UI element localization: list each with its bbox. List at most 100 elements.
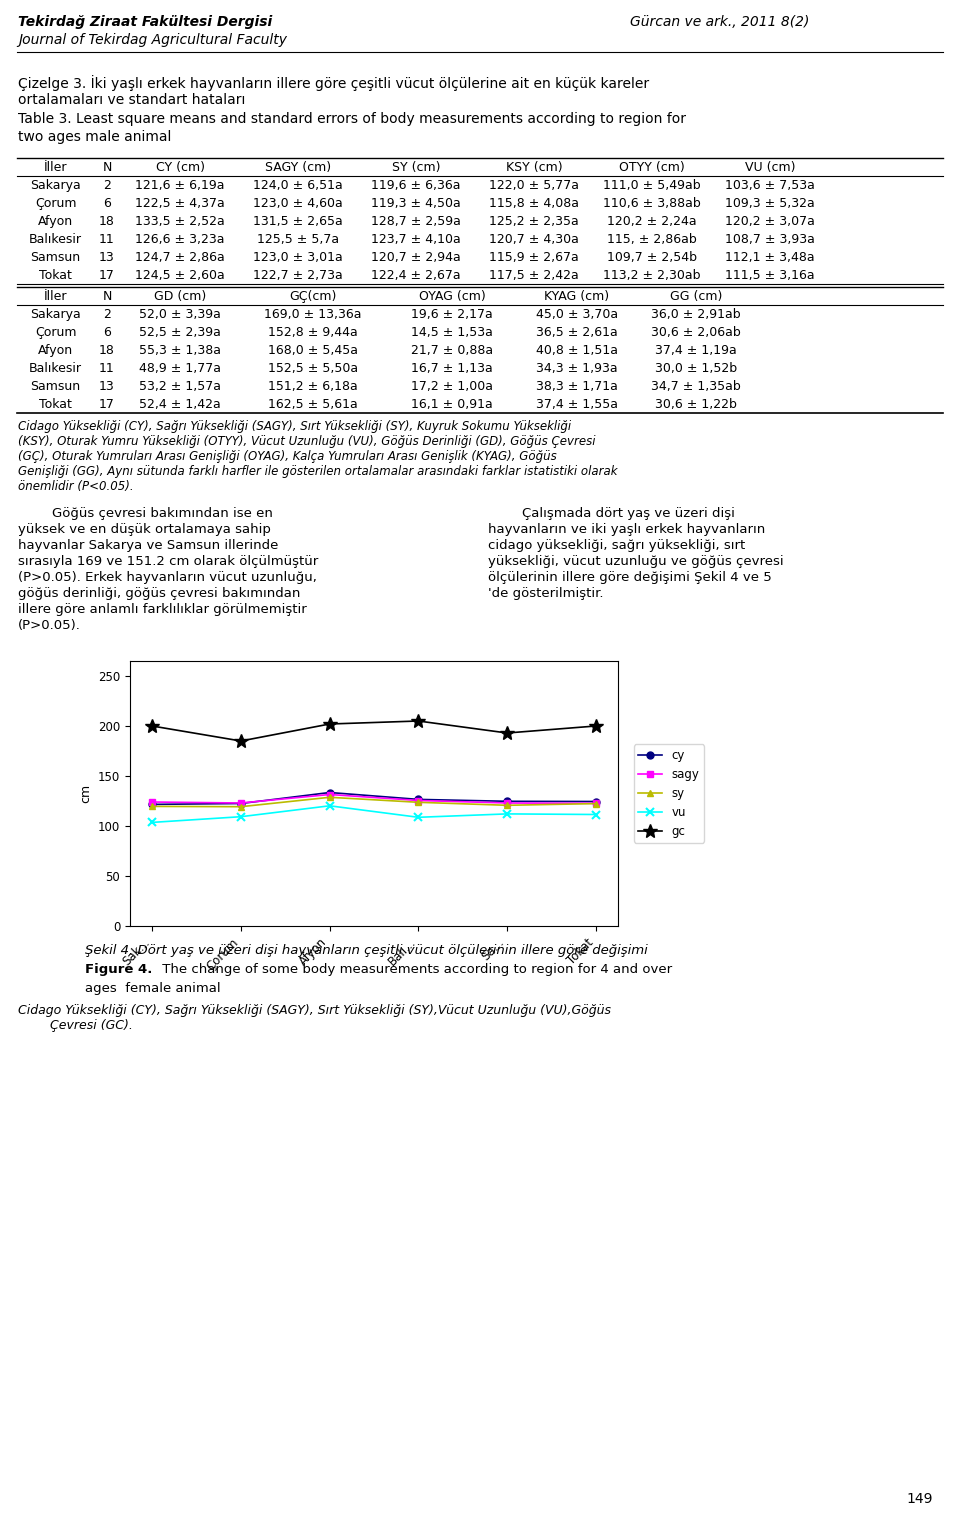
Line: gc: gc xyxy=(145,715,603,748)
Text: (P>0.05).: (P>0.05). xyxy=(18,619,81,633)
Text: 124,0 ± 6,51a: 124,0 ± 6,51a xyxy=(253,179,343,193)
Text: Çalışmada dört yaş ve üzeri dişi: Çalışmada dört yaş ve üzeri dişi xyxy=(488,507,734,520)
Text: 115,8 ± 4,08a: 115,8 ± 4,08a xyxy=(489,197,579,209)
Text: 152,5 ± 5,50a: 152,5 ± 5,50a xyxy=(268,363,358,375)
Text: ages  female animal: ages female animal xyxy=(85,981,221,995)
Text: 120,2 ± 2,24a: 120,2 ± 2,24a xyxy=(607,215,697,228)
Text: 122,4 ± 2,67a: 122,4 ± 2,67a xyxy=(372,269,461,282)
vu xyxy=(501,806,513,824)
Legend: cy, sagy, sy, vu, gc: cy, sagy, sy, vu, gc xyxy=(634,745,704,842)
Text: 34,7 ± 1,35ab: 34,7 ± 1,35ab xyxy=(651,379,741,393)
gc xyxy=(413,711,424,730)
Text: 113,2 ± 2,30ab: 113,2 ± 2,30ab xyxy=(603,269,701,282)
Text: 122,5 ± 4,37a: 122,5 ± 4,37a xyxy=(135,197,225,209)
Text: OYAG (cm): OYAG (cm) xyxy=(419,290,486,303)
Text: 131,5 ± 2,65a: 131,5 ± 2,65a xyxy=(253,215,343,228)
Text: 123,0 ± 4,60a: 123,0 ± 4,60a xyxy=(253,197,343,209)
Text: 119,3 ± 4,50a: 119,3 ± 4,50a xyxy=(372,197,461,209)
gc xyxy=(501,724,513,742)
vu xyxy=(590,806,602,824)
Text: 2: 2 xyxy=(103,308,111,322)
Text: yüksek ve en düşük ortalamaya sahip: yüksek ve en düşük ortalamaya sahip xyxy=(18,523,271,536)
Text: Tokat: Tokat xyxy=(39,397,72,411)
Text: 52,4 ± 1,42a: 52,4 ± 1,42a xyxy=(139,397,221,411)
Text: 6: 6 xyxy=(103,197,111,209)
Text: göğüs derinliği, göğüs çevresi bakımından: göğüs derinliği, göğüs çevresi bakımında… xyxy=(18,587,300,601)
cy xyxy=(590,792,602,810)
Text: Göğüs çevresi bakımından ise en: Göğüs çevresi bakımından ise en xyxy=(18,507,273,520)
gc xyxy=(590,718,602,736)
gc xyxy=(324,715,335,733)
Text: 13: 13 xyxy=(99,250,115,264)
Text: Balıkesir: Balıkesir xyxy=(29,234,82,246)
Text: KYAG (cm): KYAG (cm) xyxy=(544,290,610,303)
sy xyxy=(413,793,424,812)
Text: N: N xyxy=(103,161,111,174)
Text: 124,7 ± 2,86a: 124,7 ± 2,86a xyxy=(135,250,225,264)
gc xyxy=(235,731,247,749)
Text: 117,5 ± 2,42a: 117,5 ± 2,42a xyxy=(490,269,579,282)
Text: Figure 4.: Figure 4. xyxy=(85,963,153,975)
Text: Samsun: Samsun xyxy=(31,379,81,393)
Text: 112,1 ± 3,48a: 112,1 ± 3,48a xyxy=(725,250,815,264)
sagy xyxy=(235,793,247,812)
Text: 151,2 ± 6,18a: 151,2 ± 6,18a xyxy=(268,379,358,393)
Text: 17: 17 xyxy=(99,269,115,282)
Text: 13: 13 xyxy=(99,379,115,393)
Text: 34,3 ± 1,93a: 34,3 ± 1,93a xyxy=(537,363,618,375)
Text: 152,8 ± 9,44a: 152,8 ± 9,44a xyxy=(268,326,358,338)
Text: 52,0 ± 3,39a: 52,0 ± 3,39a xyxy=(139,308,221,322)
Text: Çorum: Çorum xyxy=(35,197,76,209)
Text: 21,7 ± 0,88a: 21,7 ± 0,88a xyxy=(411,344,493,356)
Text: (P>0.05). Erkek hayvanların vücut uzunluğu,: (P>0.05). Erkek hayvanların vücut uzunlu… xyxy=(18,570,317,584)
Text: 16,1 ± 0,91a: 16,1 ± 0,91a xyxy=(411,397,492,411)
Text: 125,5 ± 5,7a: 125,5 ± 5,7a xyxy=(257,234,339,246)
Text: 122,0 ± 5,77a: 122,0 ± 5,77a xyxy=(489,179,579,193)
Text: 103,6 ± 7,53a: 103,6 ± 7,53a xyxy=(725,179,815,193)
Text: Sakarya: Sakarya xyxy=(30,308,81,322)
Text: 123,7 ± 4,10a: 123,7 ± 4,10a xyxy=(372,234,461,246)
Text: cidago yüksekliği, sağrı yüksekliği, sırt: cidago yüksekliği, sağrı yüksekliği, sır… xyxy=(488,539,745,552)
Text: 48,9 ± 1,77a: 48,9 ± 1,77a xyxy=(139,363,221,375)
sagy xyxy=(501,793,513,812)
Text: 52,5 ± 2,39a: 52,5 ± 2,39a xyxy=(139,326,221,338)
Text: Çizelge 3. İki yaşlı erkek hayvanların illere göre çeşitli vücut ölçülerine ait : Çizelge 3. İki yaşlı erkek hayvanların i… xyxy=(18,74,649,91)
Text: Gürcan ve ark., 2011 8(2): Gürcan ve ark., 2011 8(2) xyxy=(630,15,809,29)
Text: 120,7 ± 2,94a: 120,7 ± 2,94a xyxy=(372,250,461,264)
Text: GD (cm): GD (cm) xyxy=(154,290,206,303)
Line: cy: cy xyxy=(149,789,599,809)
Text: 38,3 ± 1,71a: 38,3 ± 1,71a xyxy=(536,379,618,393)
Line: sagy: sagy xyxy=(149,790,599,807)
Text: 115, ± 2,86ab: 115, ± 2,86ab xyxy=(607,234,697,246)
cy xyxy=(324,783,335,801)
Line: sy: sy xyxy=(149,793,599,810)
Text: 14,5 ± 1,53a: 14,5 ± 1,53a xyxy=(411,326,492,338)
vu xyxy=(235,807,247,825)
Text: VU (cm): VU (cm) xyxy=(745,161,795,174)
Text: N: N xyxy=(103,290,111,303)
cy xyxy=(147,795,158,813)
Text: 45,0 ± 3,70a: 45,0 ± 3,70a xyxy=(536,308,618,322)
Text: 6: 6 xyxy=(103,326,111,338)
Text: 119,6 ± 6,36a: 119,6 ± 6,36a xyxy=(372,179,461,193)
Text: Cidago Yüksekliği (CY), Sağrı Yüksekliği (SAGY), Sırt Yüksekliği (SY),Vücut Uzun: Cidago Yüksekliği (CY), Sağrı Yüksekliği… xyxy=(18,1004,611,1016)
Text: Afyon: Afyon xyxy=(38,215,73,228)
Text: 115,9 ± 2,67a: 115,9 ± 2,67a xyxy=(490,250,579,264)
Text: 120,2 ± 3,07a: 120,2 ± 3,07a xyxy=(725,215,815,228)
gc xyxy=(147,718,158,736)
Text: 120,7 ± 4,30a: 120,7 ± 4,30a xyxy=(489,234,579,246)
Y-axis label: cm: cm xyxy=(80,784,92,802)
Text: hayvanların ve iki yaşlı erkek hayvanların: hayvanların ve iki yaşlı erkek hayvanlar… xyxy=(488,523,765,536)
Text: Journal of Tekirdag Agricultural Faculty: Journal of Tekirdag Agricultural Faculty xyxy=(18,33,287,47)
cy xyxy=(413,790,424,809)
Text: 128,7 ± 2,59a: 128,7 ± 2,59a xyxy=(372,215,461,228)
Text: 169,0 ± 13,36a: 169,0 ± 13,36a xyxy=(264,308,362,322)
Text: 11: 11 xyxy=(99,363,115,375)
Text: GG (cm): GG (cm) xyxy=(670,290,722,303)
Text: 18: 18 xyxy=(99,344,115,356)
Text: 168,0 ± 5,45a: 168,0 ± 5,45a xyxy=(268,344,358,356)
Text: Tokat: Tokat xyxy=(39,269,72,282)
Text: 19,6 ± 2,17a: 19,6 ± 2,17a xyxy=(411,308,492,322)
Text: 17,2 ± 1,00a: 17,2 ± 1,00a xyxy=(411,379,493,393)
cy xyxy=(235,795,247,813)
